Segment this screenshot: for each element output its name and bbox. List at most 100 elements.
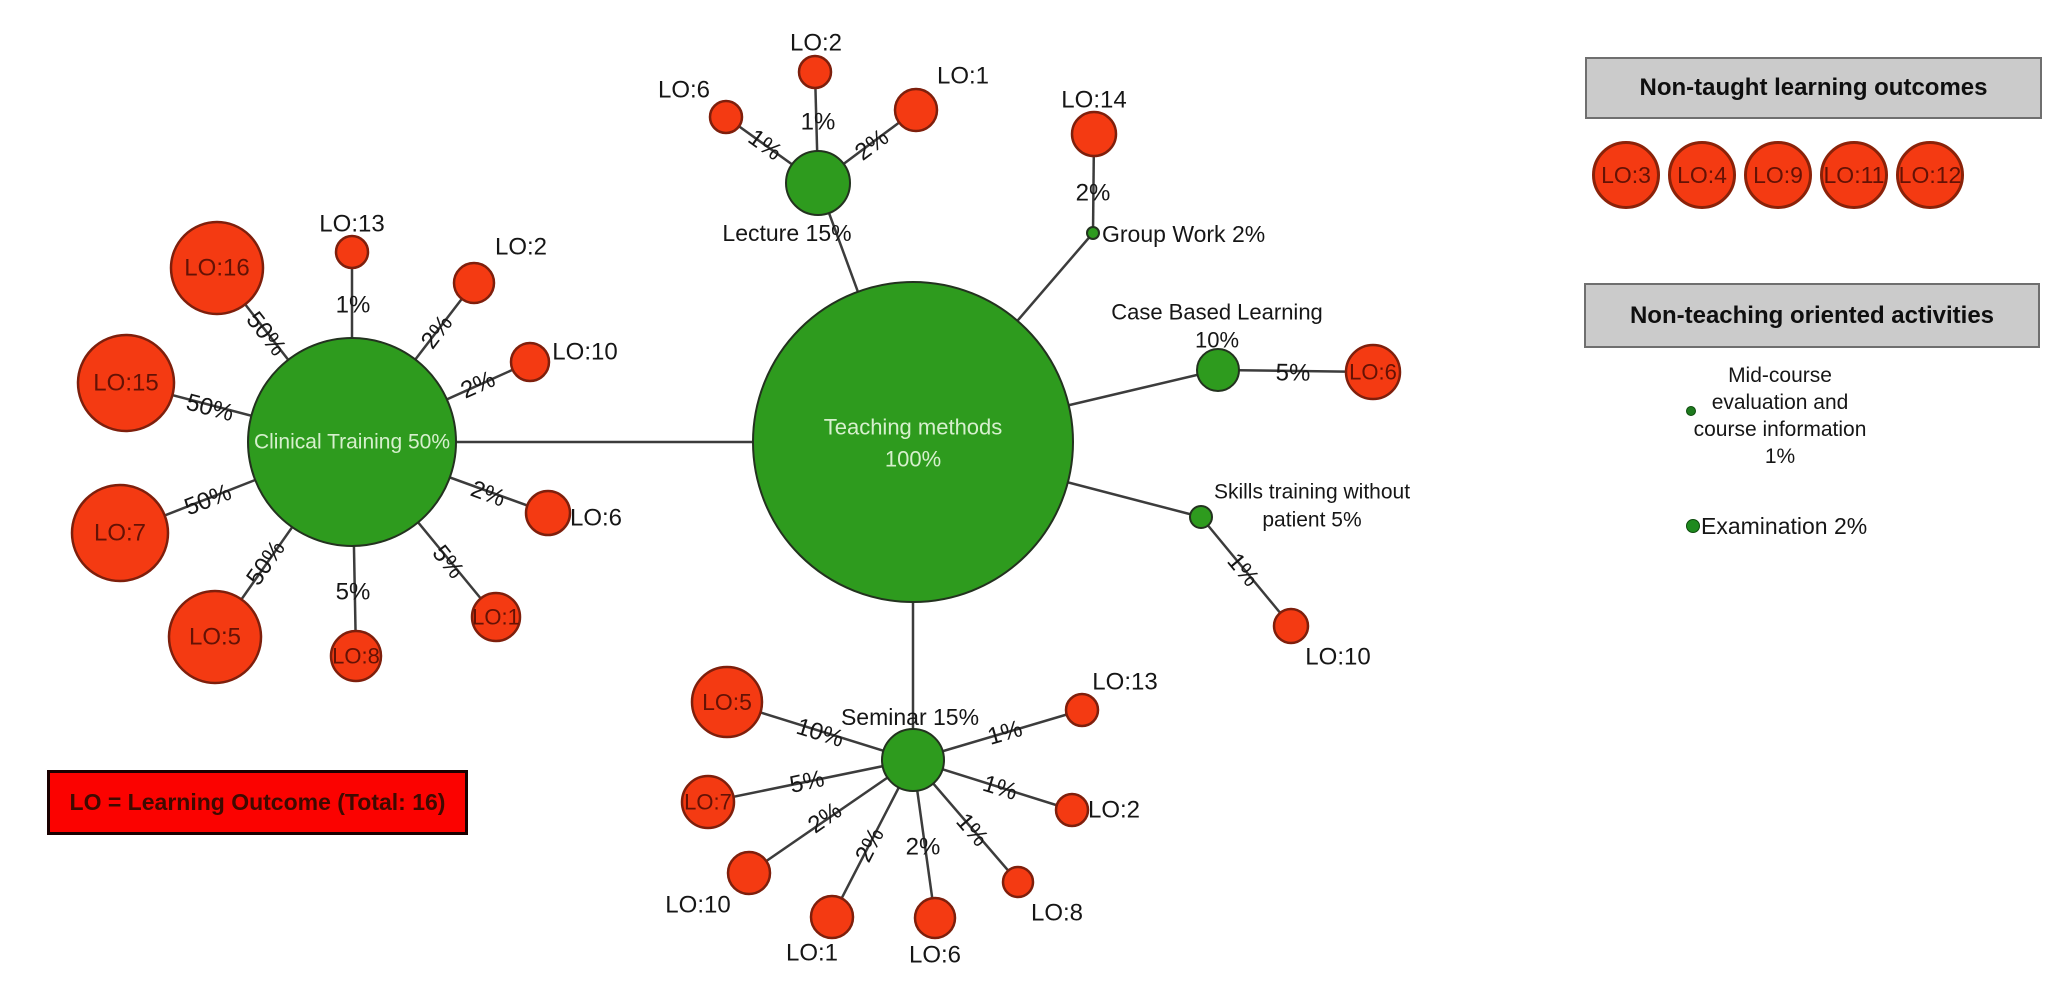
- lo-label: LO:14: [1061, 87, 1126, 114]
- edge-pct-label: 10%: [793, 713, 847, 753]
- lo-label: LO:13: [319, 211, 384, 238]
- lo-label: LO:2: [790, 30, 842, 57]
- lo-label: LO:8: [332, 644, 380, 669]
- examination-label: Examination 2%: [1701, 512, 1868, 539]
- node-seminar-lo-2: [1054, 792, 1090, 828]
- midcourse-line: Mid-course: [1728, 364, 1832, 387]
- edge-pct-label: 1%: [336, 292, 371, 319]
- edge-pct-label: 5%: [787, 765, 827, 799]
- node-lecture-lo-6: [708, 99, 744, 135]
- non-taught-lo-circle: LO:12: [1896, 141, 1964, 209]
- node-teaching-methods-label: 100%: [885, 447, 941, 472]
- node-seminar-lo-13: [1064, 692, 1100, 728]
- edge-pct-label: 1%: [979, 770, 1020, 806]
- edge-pct-label: 50%: [181, 479, 236, 521]
- lo-label: LO:1: [472, 605, 520, 630]
- non-taught-outcomes-row: LO:3 LO:4 LO:9 LO:11 LO:12: [1592, 141, 1964, 209]
- edge-pct-label: 2%: [457, 366, 500, 405]
- non-taught-header: Non-taught learning outcomes: [1585, 57, 2042, 119]
- lo-label: LO:10: [1305, 644, 1370, 671]
- edge-pct-label: 2%: [467, 475, 509, 512]
- node-clinical-training-lo-15: [76, 333, 176, 433]
- node-case-based-learning-lo-6: [1344, 343, 1402, 401]
- node-clinical-training-lo-8: [329, 629, 383, 683]
- node-skills-training-without-patient-label: Skills training without: [1214, 481, 1410, 504]
- non-teaching-header: Non-teaching oriented activities: [1584, 283, 2040, 348]
- node-clinical-training-label: Clinical Training 50%: [254, 431, 450, 454]
- node-clinical-training-lo-6: [524, 489, 572, 537]
- legend-text: LO = Learning Outcome (Total: 16): [69, 789, 446, 815]
- lo-label: LO:1: [937, 63, 989, 90]
- node-seminar-lo-8: [1001, 865, 1035, 899]
- nodes: [70, 54, 1402, 940]
- node-clinical-training-lo-5: [167, 589, 263, 685]
- edge-pct-label: 50%: [183, 389, 236, 428]
- lo-label: LO:1: [786, 940, 838, 967]
- lo-label: LO:10: [665, 892, 730, 919]
- lo-label: LO:16: [184, 255, 249, 282]
- lo-label: LO:13: [1092, 669, 1157, 696]
- node-clinical-training-lo-16: [169, 220, 265, 316]
- lo-label: LO:2: [495, 234, 547, 261]
- lo-label: LO:5: [702, 689, 752, 715]
- node-skills-training-without-patient: [1189, 505, 1213, 529]
- edge-pct-label: 2%: [850, 823, 890, 866]
- edge-seminar-to-lo-7: [707, 758, 914, 804]
- node-lecture-lo-1: [893, 87, 939, 133]
- edge-seminar-to-lo-10: [748, 758, 914, 875]
- edge-pct-label: 5%: [1275, 359, 1310, 387]
- node-clinical-training-lo-13: [334, 234, 370, 270]
- edge-pct-label: 1%: [801, 109, 836, 136]
- lo-label: LO:6: [570, 505, 622, 532]
- node-clinical-training-lo-2: [452, 261, 496, 305]
- node-seminar-label: Seminar 15%: [841, 704, 979, 730]
- lo-label: LO:15: [93, 370, 158, 397]
- node-clinical-training-lo-7: [70, 483, 170, 583]
- non-taught-header-title: Non-taught learning outcomes: [1639, 74, 1988, 101]
- node-clinical-training: [247, 337, 457, 547]
- node-teaching-methods-label: Teaching methods: [824, 415, 1003, 440]
- edge-pct-label: 1%: [985, 715, 1026, 751]
- node-lecture: [785, 150, 851, 216]
- node-seminar-lo-10: [726, 850, 772, 896]
- non-taught-lo-circle: LO:3: [1592, 141, 1660, 209]
- midcourse-line: evaluation and: [1711, 391, 1849, 414]
- node-seminar-lo-7: [680, 774, 736, 830]
- lo-label: LO:10: [552, 339, 617, 366]
- midcourse-activity: Mid-course evaluation and course informa…: [1660, 362, 1900, 470]
- edge-pct-label: 50%: [241, 536, 291, 591]
- edge-pct-label: 2%: [906, 834, 941, 861]
- midcourse-line: 1%: [1764, 445, 1796, 468]
- midcourse-line: course information: [1693, 418, 1867, 441]
- lo-label: LO:5: [189, 624, 241, 651]
- edge-pct-label: 1%: [743, 124, 787, 166]
- lo-label: LO:6: [658, 77, 710, 104]
- node-seminar-lo-1: [809, 894, 855, 940]
- node-case-based-learning-label: Case Based Learning: [1111, 300, 1323, 325]
- node-group-work-label: Group Work 2%: [1102, 221, 1265, 247]
- node-case-based-learning: [1196, 348, 1240, 392]
- node-clinical-training-lo-1: [470, 591, 522, 643]
- lo-label: LO:8: [1031, 900, 1083, 927]
- lo-label: LO:6: [1349, 360, 1397, 385]
- node-lecture-lo-2: [797, 54, 833, 90]
- non-taught-lo-circle: LO:9: [1744, 141, 1812, 209]
- edge-pct-label: 5%: [336, 579, 371, 606]
- examination-activity: Examination 2%: [1686, 512, 1867, 540]
- node-clinical-training-lo-10: [509, 341, 551, 383]
- lo-label: LO:6: [909, 942, 961, 969]
- activity-dot-icon: [1686, 519, 1700, 533]
- node-group-work: [1086, 226, 1100, 240]
- node-seminar-lo-6: [913, 896, 957, 940]
- lo-label: LO:7: [94, 520, 146, 547]
- node-seminar: [881, 728, 945, 792]
- legend-box: LO = Learning Outcome (Total: 16): [47, 770, 468, 835]
- non-taught-lo-circle: LO:4: [1668, 141, 1736, 209]
- edge-pct-label: 2%: [1076, 180, 1111, 207]
- node-teaching-methods: [752, 281, 1074, 603]
- node-lecture-label: Lecture 15%: [722, 220, 851, 246]
- activity-dot-icon: [1686, 406, 1696, 416]
- node-skills-training-without-patient-lo-10: [1272, 607, 1310, 645]
